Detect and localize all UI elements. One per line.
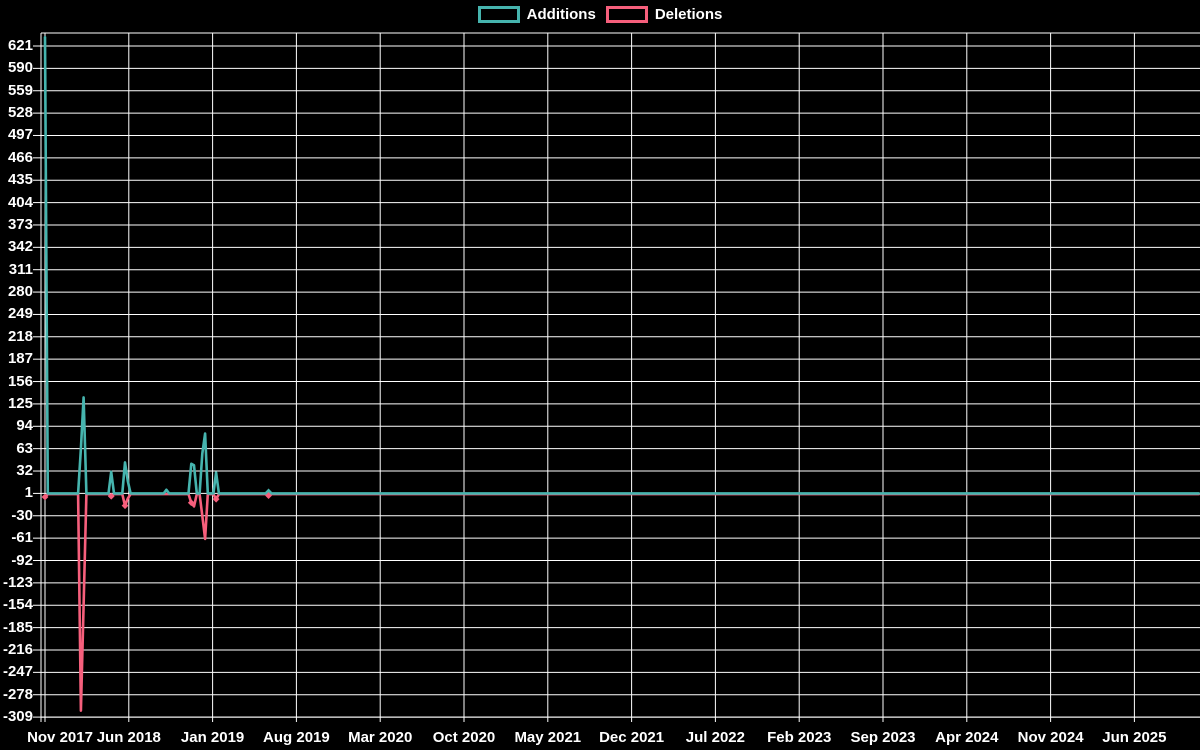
y-tick-label: -30 — [11, 506, 33, 524]
y-tick-label: -185 — [2, 618, 33, 636]
y-tick-label: 32 — [16, 462, 33, 480]
y-tick-label: 156 — [7, 372, 33, 390]
y-tick-label: -61 — [11, 529, 33, 547]
x-tick-label: Apr 2024 — [935, 729, 999, 746]
x-tick-label: Feb 2023 — [767, 729, 832, 746]
y-tick-label: 528 — [7, 104, 33, 122]
x-tick-label: Jun 2025 — [1102, 729, 1167, 746]
x-tick-label: Jul 2022 — [685, 729, 745, 746]
x-tick-label: Jan 2019 — [180, 729, 245, 746]
y-tick-label: 218 — [7, 327, 33, 345]
x-tick-label: Nov 2017 — [27, 729, 93, 746]
y-tick-label: 280 — [7, 283, 33, 301]
y-tick-label: -216 — [2, 640, 33, 658]
legend-item-deletions[interactable]: Deletions — [605, 6, 723, 23]
y-tick-label: 63 — [16, 439, 33, 457]
y-tick-label: 373 — [7, 215, 33, 233]
y-tick-label: 342 — [7, 238, 33, 256]
x-tick-label: Oct 2020 — [432, 729, 496, 746]
y-tick-label: 187 — [7, 350, 33, 368]
chart-legend: Additions Deletions — [0, 6, 1200, 23]
y-tick-label: -92 — [11, 551, 33, 569]
x-tick-label: Sep 2023 — [850, 729, 916, 746]
y-tick-label: 94 — [16, 417, 33, 435]
data-point-marker — [265, 488, 272, 496]
y-tick-label: 1 — [24, 484, 33, 502]
legend-label-deletions: Deletions — [654, 6, 723, 23]
x-tick-label: Nov 2024 — [1017, 729, 1084, 746]
y-tick-label: 125 — [7, 394, 33, 412]
y-tick-label: -309 — [2, 708, 33, 726]
data-point-marker — [212, 495, 220, 503]
data-point-marker — [187, 499, 195, 507]
y-tick-label: 404 — [7, 193, 33, 211]
additions-swatch-icon — [477, 6, 520, 23]
data-point-marker — [41, 493, 49, 501]
y-tick-label: 559 — [7, 81, 33, 99]
y-tick-label: 311 — [8, 260, 33, 278]
y-tick-label: -123 — [2, 573, 33, 591]
data-point-marker — [107, 492, 115, 500]
y-tick-label: 621 — [7, 37, 33, 54]
y-tick-label: 497 — [7, 126, 33, 144]
x-tick-label: Jun 2018 — [96, 729, 161, 746]
data-point-marker — [265, 492, 272, 499]
x-tick-label: Dec 2021 — [599, 729, 665, 746]
legend-item-additions[interactable]: Additions — [477, 6, 596, 23]
y-tick-label: 590 — [7, 59, 33, 77]
deletions-swatch-icon — [605, 6, 648, 23]
y-tick-label: 466 — [7, 148, 33, 166]
y-tick-label: -154 — [2, 596, 33, 614]
y-tick-label: -247 — [2, 663, 33, 681]
x-tick-label: Mar 2020 — [348, 729, 413, 746]
x-tick-label: Aug 2019 — [263, 729, 330, 746]
y-tick-label: 249 — [7, 305, 33, 323]
y-tick-label: -278 — [2, 685, 33, 703]
y-tick-label: 435 — [7, 171, 33, 189]
legend-label-additions: Additions — [526, 6, 596, 23]
data-point-marker — [121, 502, 129, 510]
x-tick-label: May 2021 — [514, 729, 582, 746]
